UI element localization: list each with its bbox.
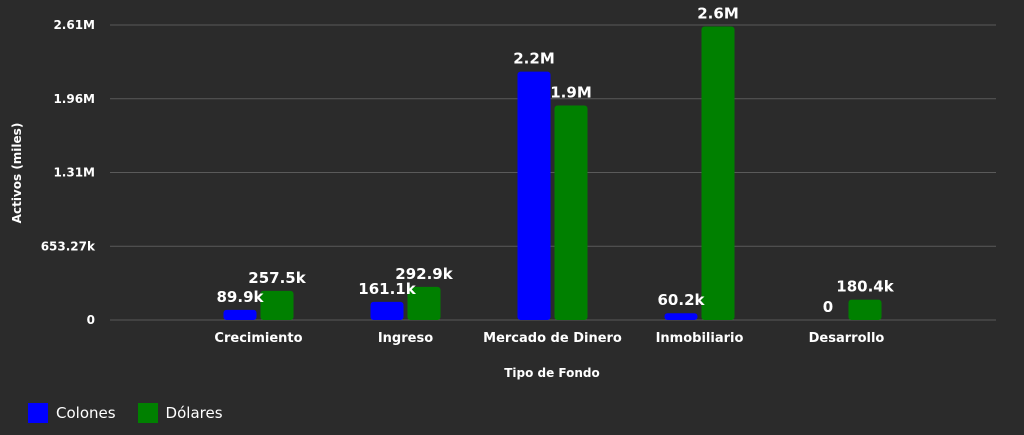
bar-dolares[interactable] — [848, 299, 882, 320]
gridlines — [110, 24, 996, 321]
x-tick-label: Ingreso — [378, 331, 433, 346]
legend-label-dolares: Dólares — [165, 404, 223, 422]
data-label: 2.6M — [697, 4, 739, 22]
y-tick-label: 2.61M — [53, 18, 95, 32]
bar-colones[interactable] — [517, 71, 551, 320]
bar-colones[interactable] — [370, 301, 404, 320]
bar-dolares[interactable] — [260, 290, 294, 320]
x-axis-title: Tipo de Fondo — [504, 366, 600, 380]
data-label: 257.5k — [248, 269, 306, 287]
bar-colones[interactable] — [664, 313, 698, 320]
bar-colones[interactable] — [223, 309, 257, 320]
legend-swatch-dolares — [137, 403, 158, 423]
data-label: 2.2M — [513, 50, 555, 68]
x-tick-label: Mercado de Dinero — [483, 331, 622, 346]
bar-dolares[interactable] — [701, 26, 735, 320]
legend-label-colones: Colones — [56, 404, 116, 422]
legend: Colones Dólares — [28, 403, 223, 423]
data-label: 161.1k — [358, 280, 416, 298]
y-axis-ticks: 0 653.27k 1.31M 1.96M 2.61M — [41, 18, 96, 327]
legend-swatch-colones — [28, 403, 48, 423]
x-tick-label: Crecimiento — [214, 331, 302, 346]
data-label: 0 — [823, 298, 833, 316]
data-label: 1.9M — [550, 84, 592, 102]
y-tick-label: 1.96M — [53, 92, 95, 106]
data-label: 292.9k — [395, 265, 453, 283]
data-label: 60.2k — [658, 291, 706, 309]
bar-dolares[interactable] — [407, 286, 441, 320]
y-tick-label: 1.31M — [53, 166, 95, 180]
data-label: 89.9k — [217, 288, 265, 306]
x-tick-label: Desarrollo — [809, 331, 885, 346]
data-label: 180.4k — [836, 278, 894, 296]
bars — [223, 26, 882, 320]
x-axis-ticks: Crecimiento Ingreso Mercado de Dinero Inmob… — [214, 331, 884, 346]
legend-item-colones[interactable]: Colones — [28, 403, 116, 423]
x-tick-label: Inmobiliario — [656, 331, 744, 346]
legend-item-dolares[interactable]: Dólares — [137, 403, 223, 423]
y-axis-title: Activos (miles) — [10, 123, 24, 224]
bar-dolares[interactable] — [554, 105, 588, 320]
y-tick-label: 653.27k — [41, 239, 96, 253]
y-tick-label: 0 — [87, 313, 95, 327]
